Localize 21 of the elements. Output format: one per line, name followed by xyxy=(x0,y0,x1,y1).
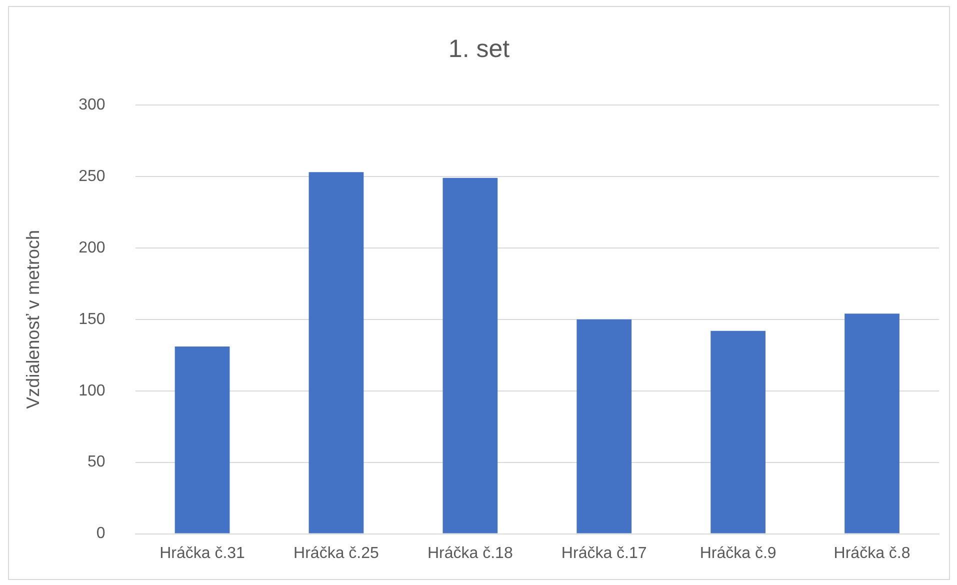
bar xyxy=(174,346,230,534)
x-tick-label: Hráčka č.17 xyxy=(561,544,647,562)
bar xyxy=(844,314,900,534)
x-tick-label: Hráčka č.9 xyxy=(700,544,776,562)
x-tick-label: Hráčka č.8 xyxy=(834,544,910,562)
y-tick-label: 100 xyxy=(78,382,106,400)
y-tick-label: 0 xyxy=(96,525,106,542)
y-tick-label: 250 xyxy=(78,168,106,185)
y-tick-label: 50 xyxy=(88,454,106,471)
x-tick-label: Hráčka č.25 xyxy=(294,544,380,562)
chart-title: 1. set xyxy=(448,34,510,63)
x-tick-label: Hráčka č.31 xyxy=(160,544,246,562)
bar xyxy=(308,172,364,534)
y-axis-title: Vzdialenosť v metroch xyxy=(22,230,43,409)
bar xyxy=(710,330,766,534)
bar xyxy=(576,319,632,534)
x-tick-label: Hráčka č.18 xyxy=(427,544,513,562)
y-tick-label: 300 xyxy=(78,96,106,114)
y-tick-label: 200 xyxy=(78,239,106,256)
y-tick-label: 150 xyxy=(78,310,106,328)
bar xyxy=(442,178,498,534)
